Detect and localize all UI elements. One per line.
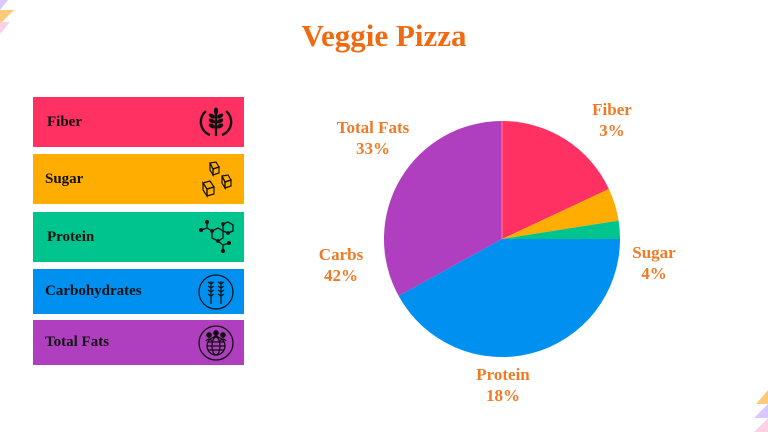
- legend-item-protein: Protein: [33, 212, 244, 262]
- pie-chart: [383, 120, 621, 358]
- pie-label-protein: Protein 18%: [463, 364, 543, 406]
- pie-slice-red: [502, 121, 609, 239]
- pie-label-name: Fiber: [592, 100, 632, 119]
- pie-slice-green: [502, 220, 621, 239]
- pie-label-name: Total Fats: [336, 118, 410, 137]
- pie-label-value: 33%: [356, 139, 390, 158]
- pie-label-name: Carbs: [318, 245, 364, 264]
- legend-label: Sugar: [45, 170, 84, 187]
- pie-label-carbs: Carbs 42%: [310, 244, 372, 286]
- pie-slice-purple: [383, 120, 502, 296]
- legend-item-fiber: Fiber: [33, 97, 244, 147]
- legend-label: Protein: [47, 228, 95, 245]
- legend-item-total-fats: Total Fats: [33, 320, 244, 365]
- pie-label-value: 42%: [324, 266, 358, 285]
- legend-label: Carbohydrates: [45, 283, 142, 299]
- sugar-cubes-icon: [194, 157, 238, 201]
- wheat-circle-icon: [194, 100, 238, 144]
- legend-label: Fiber: [47, 113, 82, 130]
- pie-slice-blue: [398, 239, 620, 358]
- globe-people-icon: [194, 321, 238, 365]
- corner-decoration-top-left: [0, 0, 14, 34]
- legend-item-carbohydrates: Carbohydrates: [33, 269, 244, 314]
- grain-circle-icon: [194, 270, 238, 314]
- corner-decoration-bottom-right: [754, 390, 768, 432]
- pie-label-value: 4%: [641, 264, 667, 283]
- pie-label-total-fats: Total Fats 33%: [322, 117, 424, 159]
- page-title: Veggie Pizza: [301, 18, 467, 53]
- pie-label-fiber: Fiber 3%: [580, 99, 644, 141]
- legend-item-sugar: Sugar: [33, 154, 244, 204]
- pie-label-sugar: Sugar 4%: [624, 242, 684, 284]
- pie-slice-yellow: [502, 189, 619, 239]
- molecule-icon: [194, 215, 238, 259]
- pie-label-value: 18%: [486, 386, 520, 405]
- legend-label: Total Fats: [45, 334, 110, 350]
- pie-label-name: Protein: [476, 365, 530, 384]
- pie-label-value: 3%: [599, 121, 625, 140]
- pie-label-name: Sugar: [632, 243, 676, 262]
